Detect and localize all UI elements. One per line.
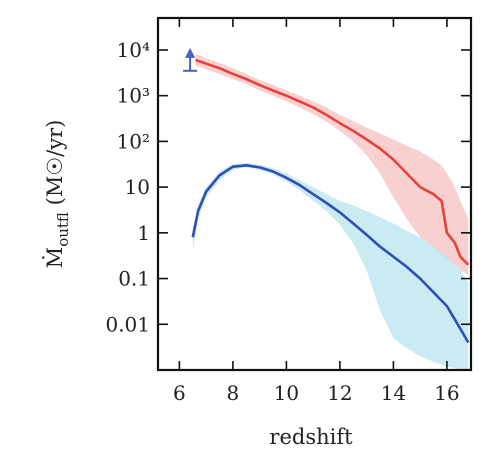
svg-text:Ṁoutfl (M☉/yr): Ṁoutfl (M☉/yr) (43, 120, 72, 269)
x-tick-label-10: 10 (274, 381, 299, 405)
y-axis-ticks: 0.01 0.1 1 10 10² 10³ 10⁴ (105, 38, 471, 336)
lower-limit-arrowhead (185, 47, 196, 58)
plot-frame (156, 16, 473, 372)
y-tick-label-3: 10 (125, 175, 150, 199)
y-tick-label-0: 0.01 (105, 312, 150, 336)
series-2-line (191, 164, 470, 344)
x-tick-label-16: 16 (434, 381, 459, 405)
series-2-band (192, 162, 469, 370)
y-tick-label-2: 1 (137, 221, 150, 245)
series-1-line (195, 58, 470, 266)
y-axis-title-symbol: Ṁ (43, 247, 67, 269)
series-lines (191, 58, 470, 344)
y-axis-title-units: (M☉/yr) (43, 120, 67, 206)
x-tick-label-6: 6 (173, 381, 186, 405)
x-tick-label-14: 14 (381, 381, 406, 405)
y-axis-title-subscript: outfl (54, 212, 72, 247)
y-tick-label-5: 10³ (117, 84, 150, 108)
y-tick-label-1: 0.1 (118, 267, 150, 291)
uncertainty-bands (192, 54, 469, 370)
y-axis-title: Ṁoutfl (M☉/yr) (43, 120, 72, 269)
x-axis-title: redshift (269, 425, 353, 449)
x-tick-label-8: 8 (227, 381, 240, 405)
x-axis-ticks: 6 8 10 12 14 16 (173, 18, 460, 405)
y-tick-label-6: 10⁴ (117, 38, 150, 62)
x-tick-label-12: 12 (327, 381, 352, 405)
lower-limit-marker-group (183, 47, 198, 72)
y-tick-label-4: 10² (117, 129, 150, 153)
